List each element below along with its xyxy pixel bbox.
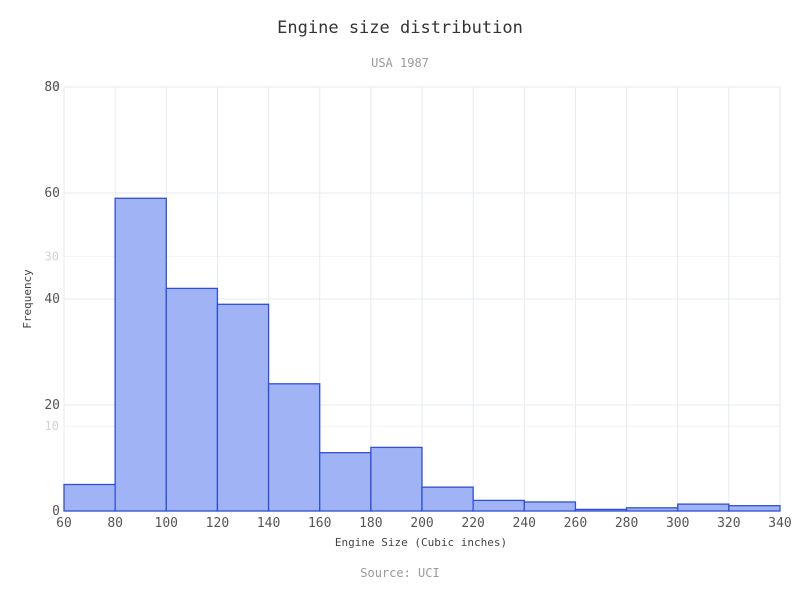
secondary-y-tick-label: 50 <box>45 80 59 94</box>
secondary-y-tick-label: 10 <box>45 419 59 433</box>
x-tick-label: 180 <box>359 516 382 531</box>
chart-source: Source: UCI <box>360 566 439 580</box>
histogram-bar <box>625 507 679 512</box>
x-tick-label: 140 <box>257 516 280 531</box>
histogram-bar <box>677 503 730 512</box>
histogram-bar <box>523 501 577 512</box>
chart-subtitle: USA 1987 <box>371 56 429 70</box>
x-tick-label: 80 <box>107 516 123 531</box>
histogram-bar <box>63 483 116 512</box>
y-axis-label: Frequency <box>21 269 34 329</box>
y-tick-label: 0 <box>52 504 60 519</box>
histogram-bar <box>370 446 423 512</box>
y-tick-label: 20 <box>44 398 60 413</box>
x-axis: 60 80 100 120 140 160 180 200 220 240 260 280 300 320… <box>56 516 792 531</box>
histogram-bar <box>728 505 781 512</box>
y-tick-label: 40 <box>44 292 60 307</box>
x-tick-label: 320 <box>717 516 740 531</box>
x-tick-label: 340 <box>768 516 791 531</box>
x-tick-label: 120 <box>206 516 229 531</box>
histogram-bar <box>472 499 525 512</box>
y-tick-label: 80 <box>44 80 60 95</box>
histogram-bar <box>267 383 321 512</box>
x-tick-label: 220 <box>461 516 484 531</box>
x-tick-label: 100 <box>155 516 178 531</box>
x-tick-label: 160 <box>308 516 331 531</box>
histogram-bar <box>114 197 167 512</box>
x-tick-label: 60 <box>56 516 72 531</box>
secondary-y-tick-label: 30 <box>45 250 59 264</box>
y-tick-label: 60 <box>44 186 60 201</box>
x-tick-label: 200 <box>410 516 433 531</box>
chart-title: Engine size distribution <box>277 18 523 38</box>
x-tick-label: 280 <box>615 516 638 531</box>
x-tick-label: 260 <box>564 516 587 531</box>
histogram-bar <box>574 508 628 512</box>
histogram-bar <box>216 303 270 512</box>
secondary-y-axis: 10 30 50 <box>45 80 59 433</box>
histogram-bar <box>165 287 219 512</box>
x-tick-label: 240 <box>513 516 536 531</box>
y-axis: 0 20 40 60 80 <box>44 80 60 519</box>
bars <box>63 197 781 512</box>
x-tick-label: 300 <box>666 516 689 531</box>
histogram-bar <box>319 452 372 512</box>
x-axis-label: Engine Size (Cubic inches) <box>335 536 507 549</box>
histogram-bar <box>421 486 474 512</box>
